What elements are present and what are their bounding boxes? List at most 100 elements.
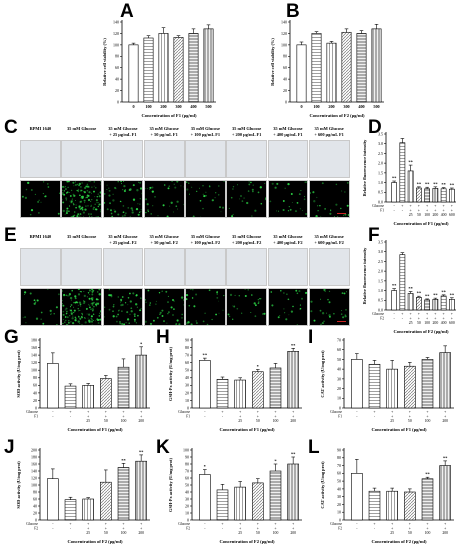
x-axis-label: Concentration of F2 (μg/ml) — [219, 539, 275, 544]
bar — [439, 352, 451, 409]
x-tick-label: 200 — [138, 419, 144, 423]
y-tick-label: 50 — [337, 357, 341, 362]
y-tick-label: 100 — [183, 447, 189, 452]
brightfield-image — [185, 248, 226, 286]
fraction-marker: + — [122, 527, 124, 531]
panel-label-a: A — [120, 1, 134, 22]
y-tick-label: 30 — [337, 376, 341, 381]
glucose-marker: + — [418, 204, 420, 208]
bar — [234, 379, 246, 409]
y-tick-label: 100 — [113, 42, 119, 47]
significance-mark: * — [204, 464, 207, 469]
y-axis-label: Relative cell viability (%) — [270, 38, 275, 86]
chart-b-f2-cell-viability: 0 20 40 60 80 100 120 140 Relative cell viabilit… — [270, 19, 384, 118]
x-tick-label: 200 — [138, 531, 144, 535]
bar — [371, 28, 382, 103]
y-tick-label: 0 — [187, 405, 189, 410]
y-tick-label: 1.0 — [378, 288, 383, 293]
micrograph-header-line: 35 mM Glucose — [149, 234, 179, 239]
y-tick-label: 0 — [35, 517, 37, 522]
significance-mark: ** — [392, 176, 397, 181]
x-tick-label: 25 — [409, 321, 413, 325]
y-tick-label: 80 — [337, 455, 341, 460]
y-tick-label: 30 — [337, 494, 341, 499]
y-tick-label: 180 — [31, 454, 37, 459]
panel-label-c: C — [4, 117, 18, 138]
glucose-marker: + — [87, 410, 89, 414]
fluorescence-image — [102, 288, 144, 326]
significance-mark: ** — [291, 452, 296, 457]
y-tick-label: 40 — [33, 390, 37, 395]
bar — [252, 371, 264, 409]
fraction-marker: - — [356, 415, 358, 419]
panel-label-k: K — [156, 437, 170, 458]
y-axis-label: SOD activity (U/mg prot) — [16, 350, 21, 398]
x-tick-label: 100 — [273, 531, 279, 535]
fraction-marker: - — [393, 209, 395, 213]
panel-label-j: J — [4, 437, 15, 458]
y-tick-label: 100 — [31, 482, 37, 487]
x-tick-label: 200 — [442, 419, 448, 423]
y-tick-label: 0 — [117, 99, 119, 104]
y-tick-label: 60 — [115, 65, 119, 70]
bar — [440, 295, 447, 311]
chart-d-f1-fluorescence: 0.0 0.5 1.0 1.5 2.0 2.5 3.0 3.5 Relative fluores… — [362, 131, 456, 226]
x-tick-label: 0 — [132, 104, 134, 109]
row-label-glucose: Glucose — [26, 522, 38, 526]
significance-mark: ** — [417, 291, 422, 296]
bar — [439, 465, 451, 521]
row-label-fraction: F2 — [186, 527, 190, 531]
micrograph-header: 35 mM Glucose + 200 μg/mL F1 — [226, 126, 267, 137]
y-tick-label: 90 — [337, 447, 341, 452]
glucose-marker: + — [426, 410, 428, 414]
panel-label-i: I — [308, 327, 314, 348]
y-tick-label: 140 — [31, 468, 37, 473]
fraction-marker: + — [418, 209, 420, 213]
fraction-marker: + — [257, 415, 259, 419]
glucose-marker: + — [257, 522, 259, 526]
bar — [64, 499, 77, 521]
bar — [326, 42, 337, 103]
x-tick-label: 100 — [424, 321, 430, 325]
x-axis-label: Concentration of F2 (μg/ml) — [371, 539, 427, 544]
micrograph-grid-e: RPMI 1640 35 mM Glucose 35 mM Glucose + 25 … — [20, 230, 350, 328]
glucose-marker: + — [401, 204, 403, 208]
significance-mark: ** — [408, 160, 413, 165]
glucose-marker: + — [69, 410, 71, 414]
row-label-glucose: Glucose — [330, 522, 342, 526]
y-tick-label: 60 — [337, 347, 341, 352]
x-tick-label: 50 — [417, 321, 421, 325]
bar — [47, 363, 59, 409]
glucose-marker: + — [140, 410, 142, 414]
fraction-marker: + — [410, 209, 412, 213]
fraction-marker: + — [426, 415, 428, 419]
significance-mark: ** — [392, 283, 397, 288]
row-label-glucose: Glucose — [372, 312, 384, 316]
fraction-marker: + — [444, 415, 446, 419]
glucose-marker: - — [356, 410, 358, 414]
y-tick-label: 30 — [185, 496, 189, 501]
fraction-marker: + — [443, 209, 445, 213]
bar — [424, 188, 430, 203]
y-tick-label: 40 — [337, 367, 341, 372]
bar — [82, 498, 94, 521]
y-axis-label: CAT activity (U/mg prot) — [320, 350, 325, 398]
x-tick-label: 600 — [449, 213, 455, 217]
chart-j-f2-sod: 0 20 40 60 80 100 120 140 160 180 200 SOD activity … — [16, 447, 150, 544]
y-tick-label: 60 — [283, 65, 287, 70]
fraction-marker: + — [274, 527, 276, 531]
y-tick-label: 20 — [115, 88, 119, 93]
fluorescence-image — [61, 180, 102, 218]
bar — [311, 33, 322, 103]
glucose-marker: - — [52, 522, 54, 526]
x-tick-label: 25 — [390, 419, 394, 423]
y-tick-label: 10 — [185, 510, 189, 515]
fraction-marker: + — [105, 415, 107, 419]
row-label-glucose: Glucose — [330, 410, 342, 414]
chart-g-f1-sod: 0 20 40 60 80 100 120 140 160 180 SOD activity (U/… — [16, 337, 150, 432]
x-tick-label: 25 — [409, 213, 413, 217]
micrograph-header-line: + 25 μg/mL F2 — [109, 239, 137, 245]
chart-f-f2-fluorescence: 0.0 0.5 1.0 1.5 2.0 2.5 3.0 3.5 Relative fluores… — [362, 239, 456, 334]
glucose-marker: + — [105, 522, 107, 526]
fraction-marker: - — [70, 415, 72, 419]
